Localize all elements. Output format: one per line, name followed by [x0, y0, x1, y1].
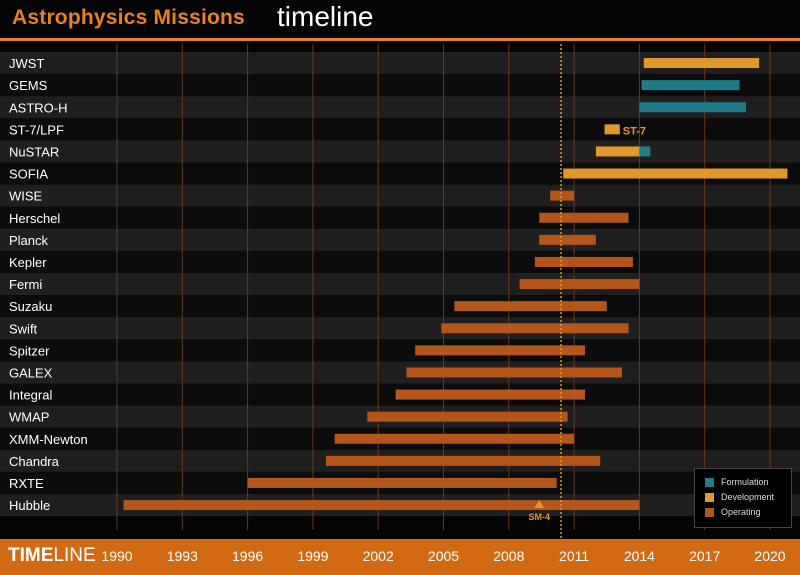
row-band — [0, 184, 800, 207]
mission-label: ST-7/LPF — [9, 122, 64, 137]
x-tick-label: 2011 — [559, 548, 590, 564]
mission-label: RXTE — [9, 476, 44, 491]
x-tick-label: 1996 — [232, 548, 264, 564]
bar-operating — [519, 279, 640, 290]
bar-development — [595, 146, 640, 157]
bar-operating — [334, 433, 575, 444]
x-tick-label: 2008 — [493, 548, 525, 564]
legend-swatch-operating — [705, 508, 714, 517]
mission-label: GALEX — [9, 365, 53, 380]
annotation-label: SM-4 — [529, 512, 551, 522]
row-band — [0, 118, 800, 141]
row-band — [0, 206, 800, 229]
row-band — [0, 162, 800, 185]
brand-rest: LINE — [53, 545, 96, 566]
bar-formulation — [639, 146, 651, 157]
x-tick-label: 1990 — [101, 548, 133, 564]
legend-label: Development — [721, 492, 775, 502]
bar-formulation — [641, 80, 740, 91]
mission-label: Spitzer — [9, 343, 50, 358]
timeline-brand: TIMELINE — [8, 545, 96, 567]
chart-subtitle: timeline — [277, 1, 374, 32]
x-axis-ticks: 1990 1993 1996 1999 2002 2005 2008 2011 2014 2017… — [0, 539, 800, 575]
row-band — [0, 52, 800, 75]
bar-operating — [454, 301, 607, 312]
row-band — [0, 273, 800, 296]
sm4-marker-icon — [534, 500, 545, 509]
title-bar: Astrophysics Missions timeline — [0, 0, 800, 41]
mission-label: Herschel — [9, 211, 60, 226]
mission-label: GEMS — [9, 78, 48, 93]
bar-formulation — [639, 102, 747, 113]
mission-label: XMM-Newton — [9, 432, 88, 447]
bar-label: ST-7 — [623, 125, 646, 137]
bar-operating — [415, 345, 585, 356]
bar-operating — [123, 500, 640, 511]
bar-operating — [406, 367, 622, 378]
legend-swatch-formulation — [705, 478, 714, 487]
legend: Formulation Development Operating — [694, 468, 792, 528]
legend-label: Formulation — [721, 477, 769, 487]
mission-label: Hubble — [9, 498, 50, 513]
x-tick-label: 2002 — [362, 548, 394, 564]
x-tick-label: 1999 — [297, 548, 329, 564]
mission-label: NuSTAR — [9, 144, 59, 159]
mission-label: Suzaku — [9, 299, 52, 314]
mission-label: Chandra — [9, 454, 60, 469]
bar-development — [643, 58, 760, 69]
bar-operating — [539, 212, 629, 223]
row-band — [0, 361, 800, 384]
bar-operating — [325, 455, 601, 466]
chart-title: Astrophysics Missions — [12, 6, 245, 29]
row-band — [0, 228, 800, 251]
row-band — [0, 74, 800, 97]
mission-label: Kepler — [9, 255, 47, 270]
x-tick-label: 1993 — [166, 548, 198, 564]
row-band — [0, 140, 800, 163]
bar-operating — [367, 411, 568, 422]
mission-label: JWST — [9, 56, 44, 71]
mission-label: ASTRO-H — [9, 100, 68, 115]
mission-label: Swift — [9, 321, 38, 336]
x-tick-label: 2014 — [623, 548, 655, 564]
mission-label: SOFIA — [9, 167, 48, 182]
mission-label: WMAP — [9, 410, 49, 425]
bottom-axis-bar — [0, 539, 800, 575]
row-band — [0, 96, 800, 119]
row-band — [0, 339, 800, 362]
bar-development — [563, 168, 788, 179]
bar-operating — [395, 389, 585, 400]
bar-operating — [247, 477, 557, 488]
bar-operating — [539, 234, 596, 245]
mission-label: Fermi — [9, 277, 42, 292]
mission-label: Integral — [9, 388, 52, 403]
x-tick-label: 2005 — [427, 548, 460, 564]
bar-operating — [441, 323, 629, 334]
mission-label: Planck — [9, 233, 49, 248]
x-tick-label: 2017 — [689, 548, 721, 564]
row-band — [0, 250, 800, 273]
legend-swatch-development — [705, 493, 714, 502]
title-divider — [0, 38, 800, 41]
legend-label: Operating — [721, 507, 761, 517]
bar-operating — [550, 190, 575, 201]
mission-label: WISE — [9, 189, 43, 204]
x-tick-label: 2020 — [754, 548, 786, 564]
brand-bold: TIME — [8, 545, 54, 566]
bar-operating — [534, 256, 633, 267]
bar-development — [604, 124, 620, 135]
row-band — [0, 317, 800, 340]
row-band — [0, 295, 800, 318]
